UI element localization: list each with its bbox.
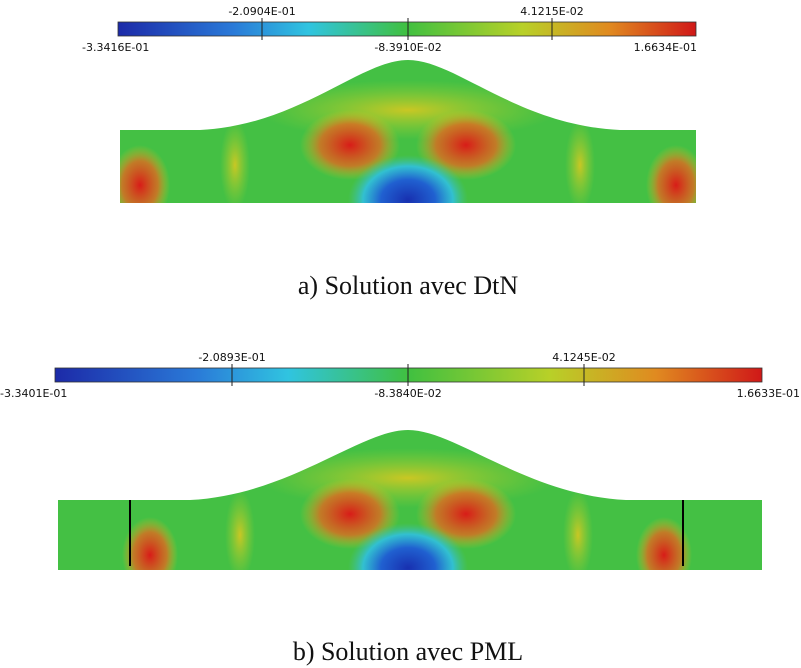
colorbar-label: -2.0893E-01 — [198, 351, 265, 364]
colorbar-label: 1.6633E-01 — [737, 387, 800, 400]
colorbar-label: -2.0904E-01 — [228, 5, 295, 18]
colorbar-label: -3.3416E-01 — [82, 41, 149, 54]
colorbar-bar — [117, 21, 697, 37]
colorbar-label: 4.1215E-02 — [520, 5, 583, 18]
colorbar-label: -3.3401E-01 — [0, 387, 67, 400]
field-plot-a — [120, 60, 696, 203]
colorbar-label: 4.1245E-02 — [552, 351, 615, 364]
colorbar-label: 1.6634E-01 — [634, 41, 697, 54]
colorbar-label: -8.3840E-02 — [374, 387, 441, 400]
colorbar-b: -2.0893E-01 4.1245E-02 -3.3401E-01 -8.38… — [0, 351, 800, 400]
colorbar-label: -8.3910E-02 — [374, 41, 441, 54]
caption: a) Solution avec DtN — [298, 271, 518, 300]
field-plot-b — [58, 430, 762, 570]
colorbar-a: -2.0904E-01 4.1215E-02 -3.3416E-01 -8.39… — [82, 5, 697, 54]
caption: b) Solution avec PML — [293, 637, 523, 666]
